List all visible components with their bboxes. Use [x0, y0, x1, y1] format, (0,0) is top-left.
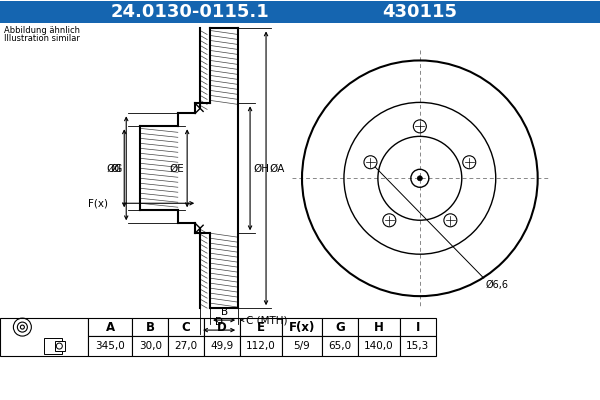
Bar — [282, 336, 322, 356]
Text: 430115: 430115 — [382, 2, 457, 20]
Text: 65,0: 65,0 — [328, 341, 352, 351]
Bar — [55, 341, 65, 351]
Bar — [240, 318, 282, 336]
Text: I: I — [416, 320, 420, 334]
Text: B: B — [221, 307, 227, 317]
Text: 49,9: 49,9 — [211, 341, 234, 351]
Text: H: H — [374, 320, 384, 334]
Text: 5/9: 5/9 — [293, 341, 310, 351]
Text: F(x): F(x) — [289, 320, 315, 334]
Text: 30,0: 30,0 — [139, 341, 161, 351]
Bar — [204, 336, 240, 356]
Bar — [168, 336, 204, 356]
Bar — [400, 336, 436, 356]
Text: Illustration similar: Illustration similar — [4, 34, 80, 44]
Bar — [1, 0, 599, 22]
Text: B: B — [146, 320, 155, 334]
Text: C: C — [182, 320, 191, 334]
Bar — [204, 318, 240, 336]
Bar — [322, 336, 358, 356]
Bar — [132, 336, 168, 356]
Text: ØI: ØI — [110, 163, 121, 173]
Bar — [168, 318, 204, 336]
Text: F(x): F(x) — [88, 198, 108, 208]
Text: 140,0: 140,0 — [364, 341, 394, 351]
Text: D: D — [217, 320, 227, 334]
Bar — [240, 336, 282, 356]
Text: Ø6,6: Ø6,6 — [486, 280, 509, 290]
Text: ØA: ØA — [269, 163, 284, 173]
Bar — [358, 336, 400, 356]
Text: A: A — [106, 320, 115, 334]
Bar — [322, 318, 358, 336]
Bar — [358, 318, 400, 336]
Bar — [44, 338, 62, 354]
Bar — [88, 336, 132, 356]
Circle shape — [418, 176, 422, 181]
Text: ØG: ØG — [107, 163, 123, 173]
Bar — [1, 318, 88, 356]
Text: Abbildung ähnlich: Abbildung ähnlich — [4, 26, 80, 36]
Bar — [88, 318, 132, 336]
Text: ØE: ØE — [169, 163, 184, 173]
Text: C (MTH): C (MTH) — [246, 315, 287, 325]
Text: 27,0: 27,0 — [175, 341, 198, 351]
Text: ØH: ØH — [253, 163, 269, 173]
Text: D: D — [215, 317, 223, 327]
Bar — [400, 318, 436, 336]
Bar — [282, 318, 322, 336]
Text: 15,3: 15,3 — [406, 341, 430, 351]
Text: 24.0130-0115.1: 24.0130-0115.1 — [111, 2, 269, 20]
Text: G: G — [335, 320, 345, 334]
Text: 112,0: 112,0 — [246, 341, 276, 351]
Text: E: E — [257, 320, 265, 334]
Bar — [132, 318, 168, 336]
Text: 345,0: 345,0 — [95, 341, 125, 351]
